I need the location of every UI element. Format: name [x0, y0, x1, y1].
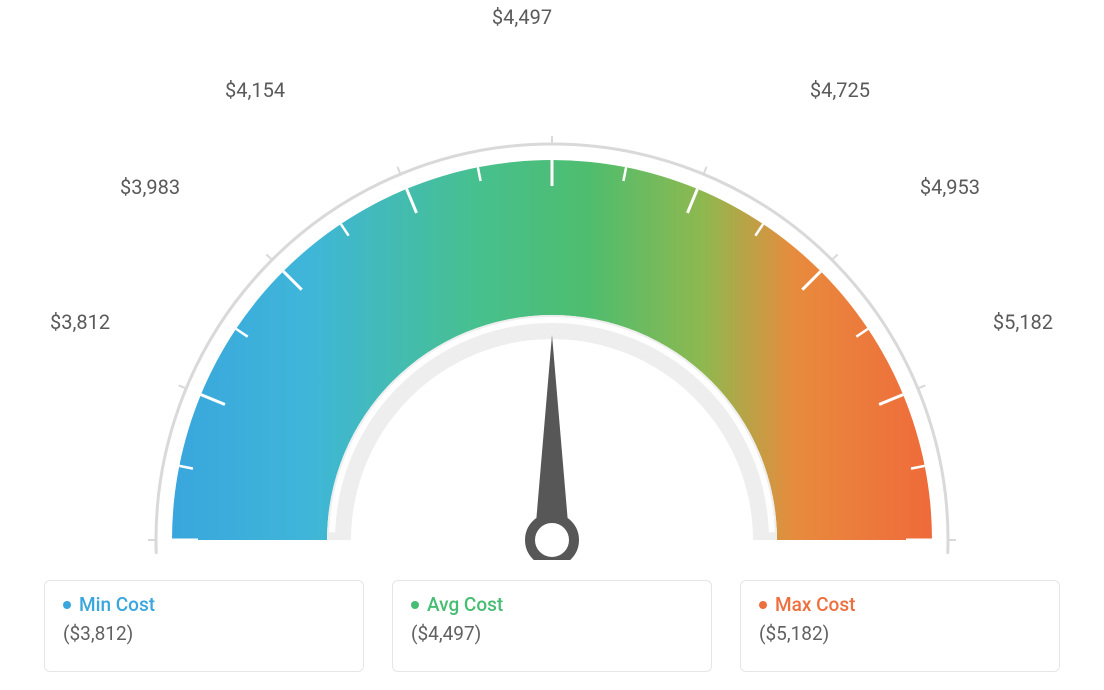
- legend-value: ($3,812): [63, 622, 345, 645]
- legend-row: Min Cost ($3,812) Avg Cost ($4,497) Max Cost…: [0, 580, 1104, 690]
- scale-label: $4,154: [225, 78, 285, 102]
- scale-label: $4,725: [810, 78, 870, 102]
- scale-label: $4,497: [492, 5, 552, 29]
- legend-label: Min Cost: [79, 593, 155, 616]
- legend-dot-icon: [63, 601, 71, 609]
- legend-card: Min Cost ($3,812): [44, 580, 364, 672]
- legend-card: Avg Cost ($4,497): [392, 580, 712, 672]
- legend-label: Avg Cost: [427, 593, 503, 616]
- scale-label: $4,953: [920, 175, 980, 199]
- gauge-area: $3,812 $3,983 $4,154 $4,497 $4,725 $4,953 $5,1…: [0, 0, 1104, 570]
- legend-label-row: Max Cost: [759, 593, 1041, 616]
- legend-dot-icon: [411, 601, 419, 609]
- gauge-chart-container: $3,812 $3,983 $4,154 $4,497 $4,725 $4,953 $5,1…: [0, 0, 1104, 690]
- gauge-svg: [142, 40, 962, 560]
- legend-value: ($5,182): [759, 622, 1041, 645]
- legend-value: ($4,497): [411, 622, 693, 645]
- legend-card: Max Cost ($5,182): [740, 580, 1060, 672]
- scale-label: $3,983: [120, 175, 180, 199]
- legend-label-row: Min Cost: [63, 593, 345, 616]
- scale-label: $3,812: [50, 310, 110, 334]
- legend-dot-icon: [759, 601, 767, 609]
- legend-label-row: Avg Cost: [411, 593, 693, 616]
- legend-label: Max Cost: [775, 593, 855, 616]
- scale-label: $5,182: [993, 310, 1053, 334]
